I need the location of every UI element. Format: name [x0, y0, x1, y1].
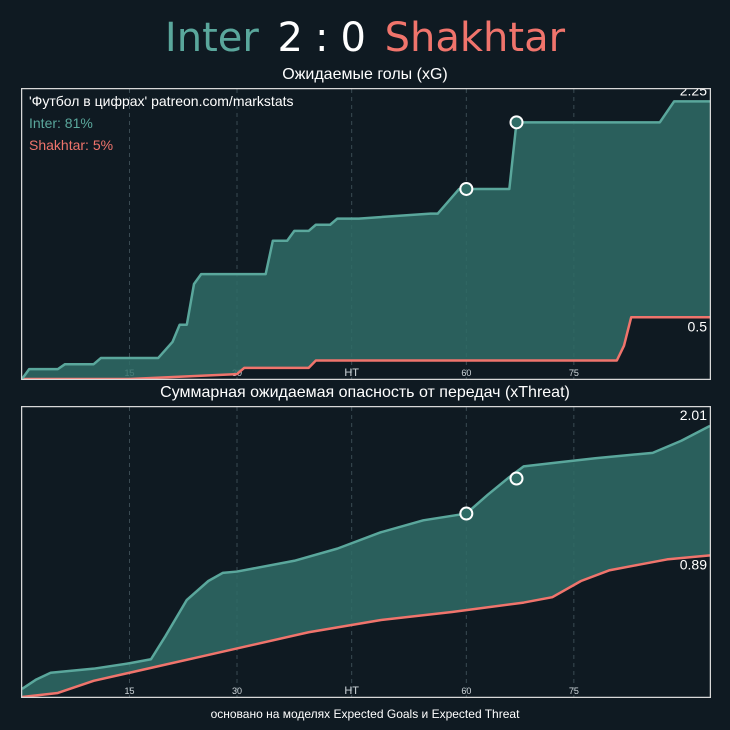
away-final-value-label: 0.89: [680, 556, 707, 572]
score-separator: :: [314, 15, 329, 61]
source-label: 'Футбол в цифрах' patreon.com/markstats: [29, 93, 294, 109]
home-final-value-label: 2.01: [680, 407, 707, 423]
xthreat-chart-title: Суммарная ожидаемая опасность от передач…: [160, 384, 570, 401]
goal-marker: [509, 471, 524, 486]
home-series-line: [21, 424, 711, 690]
away-series-line: [22, 316, 710, 380]
footer-note: основано на моделях Expected Goals и Exp…: [210, 707, 520, 721]
home-goals: 2: [277, 15, 303, 61]
goal-marker: [459, 506, 474, 521]
x-tick-label: HT: [344, 685, 359, 697]
home-final-value-label: 2.25: [680, 88, 707, 98]
x-tick-label: 15: [124, 686, 134, 696]
home-team-name: Inter: [164, 15, 259, 61]
chart-frame: [21, 88, 711, 380]
x-tick-label: HT: [344, 367, 359, 379]
x-tick-label: 60: [461, 686, 471, 696]
goal-marker: [459, 181, 474, 196]
goal-marker: [509, 115, 524, 130]
home-advantage-area: [22, 425, 710, 697]
x-tick-label: 75: [569, 368, 579, 378]
x-tick-label: 75: [569, 686, 579, 696]
away-series-line: [21, 554, 711, 698]
away-goals: 0: [340, 15, 366, 61]
home-win-probability: Inter: 81%: [29, 115, 93, 131]
away-final-value-label: 0.5: [688, 318, 708, 334]
away-win-probability: Shakhtar: 5%: [29, 137, 113, 153]
xg-chart-title: Ожидаемые голы (xG): [282, 66, 448, 83]
away-team-name: Shakhtar: [384, 15, 566, 61]
chart-frame: [21, 406, 711, 698]
score-header: Inter 2:0 Shakhtar: [0, 14, 730, 62]
x-tick-label: 60: [461, 368, 471, 378]
xthreat-chart: 15 30 HT 60 75 2.01 0.89: [21, 406, 711, 698]
x-tick-label: 30: [232, 686, 242, 696]
home-advantage-area: [22, 101, 710, 380]
